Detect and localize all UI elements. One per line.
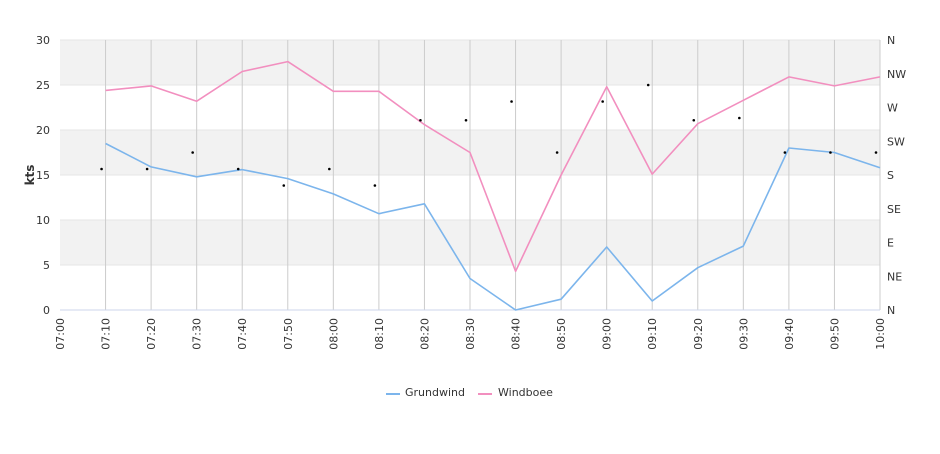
direction-point (783, 151, 787, 154)
series-line-grundwind (105, 142, 881, 311)
x-tick-label: 07:30 (191, 318, 204, 350)
y-tick-label: 25 (36, 79, 50, 92)
y-tick-label: 30 (36, 34, 50, 47)
direction-point (191, 151, 194, 154)
direction-point (328, 167, 331, 171)
y-tick-label: 15 (36, 169, 50, 182)
x-tick-label: 09:30 (737, 318, 750, 350)
direction-point (373, 184, 377, 187)
x-tick-label: 08:20 (418, 318, 431, 350)
legend-item-windboee[interactable]: Windboee (478, 386, 553, 399)
x-tick-label: 09:20 (692, 318, 705, 350)
direction-point (145, 167, 149, 171)
series-lines (105, 60, 881, 311)
y-tick-label: 10 (36, 214, 50, 227)
direction-point (510, 100, 513, 103)
x-tick-label: 07:00 (54, 318, 67, 350)
direction-point (646, 83, 650, 87)
legend-label-windboee: Windboee (498, 386, 553, 399)
y2-tick-label: S (887, 169, 894, 182)
y-tick-label: 0 (43, 304, 50, 317)
y-tick-label: 5 (43, 259, 50, 272)
direction-point (555, 151, 559, 154)
x-tick-label: 08:30 (464, 318, 477, 350)
y2-tick-label: N (887, 304, 895, 317)
x-tick-label: 09:00 (601, 318, 614, 350)
y2-tick-label: SW (887, 135, 905, 148)
legend[interactable]: Grundwind Windboee (386, 386, 553, 399)
x-tick-label: 08:00 (327, 318, 340, 350)
direction-point (601, 100, 604, 103)
y2-tick-label: NE (887, 270, 902, 283)
x-tick-label: 08:10 (373, 318, 386, 350)
y2-tick-label: W (887, 102, 898, 115)
series-line-windboee (105, 60, 881, 273)
direction-point (692, 118, 696, 122)
y2-tick-label: NW (887, 68, 906, 81)
legend-item-grundwind[interactable]: Grundwind (386, 386, 465, 399)
legend-label-grundwind: Grundwind (405, 386, 465, 399)
grid-lines (60, 39, 881, 311)
direction-point (236, 167, 240, 171)
y2-tick-label: E (887, 237, 894, 250)
y-axis-title: kts (23, 165, 37, 186)
x-tick-label: 08:50 (555, 318, 568, 350)
y-axis-right: N NE E SE S SW W NW N (887, 34, 906, 317)
x-tick-label: 07:10 (100, 318, 113, 350)
x-tick-label: 07:20 (145, 318, 158, 350)
direction-point (100, 167, 103, 171)
x-tick-label: 07:40 (236, 318, 249, 350)
direction-point (464, 118, 468, 122)
y2-tick-label: N (887, 34, 895, 47)
direction-point (738, 116, 741, 120)
y-tick-label: 20 (36, 124, 50, 137)
x-tick-label: 07:50 (282, 318, 295, 350)
x-tick-label: 09:10 (646, 318, 659, 350)
x-tick-label: 09:50 (828, 318, 841, 350)
x-tick-label: 09:40 (783, 318, 796, 350)
direction-point (874, 151, 878, 154)
x-tick-label: 08:40 (510, 318, 523, 350)
x-axis: 07:00 07:10 07:20 07:30 07:40 07:50 08:00 08:10… (54, 318, 887, 350)
direction-point (282, 184, 286, 187)
direction-point (829, 151, 832, 154)
direction-points (100, 83, 878, 187)
x-tick-label: 10:00 (874, 318, 887, 350)
direction-point (419, 118, 422, 122)
y2-tick-label: SE (887, 203, 901, 216)
y-axis-left: 0 5 10 15 20 25 30 (36, 34, 50, 317)
